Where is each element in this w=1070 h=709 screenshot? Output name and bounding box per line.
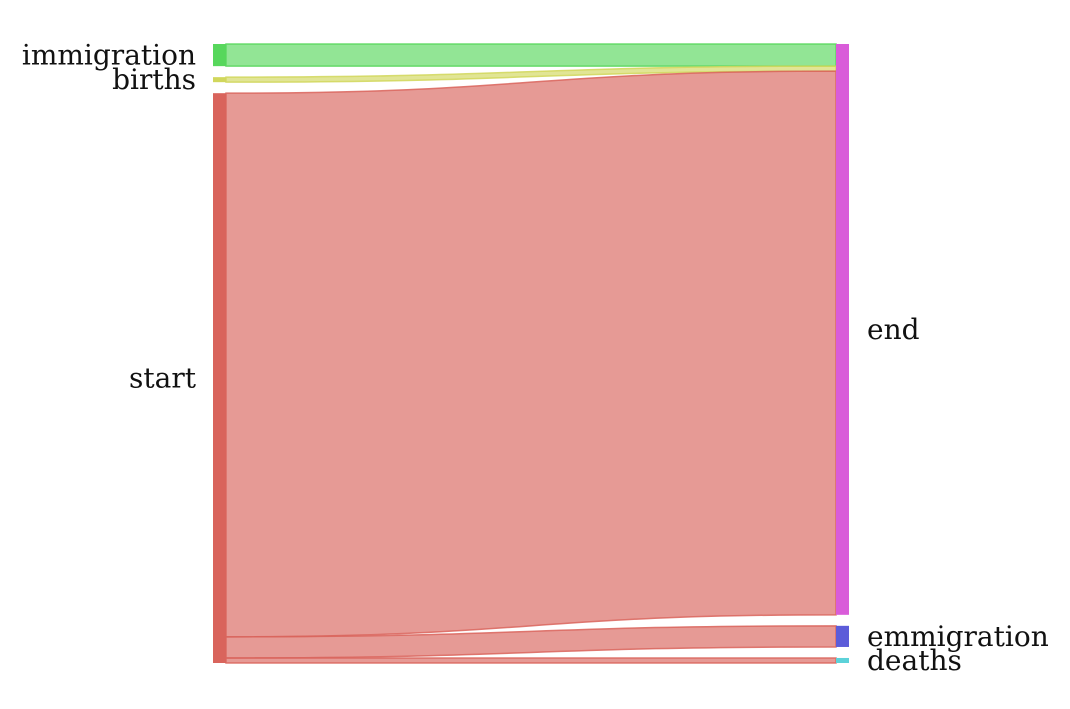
node-label-start: start (129, 362, 197, 395)
node-end (836, 44, 849, 615)
flows-layer (225, 43, 837, 664)
node-births (213, 77, 226, 83)
node-immigration (213, 44, 226, 67)
flow-start-to-deaths (225, 657, 837, 664)
node-label-deaths: deaths (867, 644, 962, 677)
node-label-births: births (112, 63, 196, 96)
nodes-layer (213, 44, 849, 663)
flow-start-to-end (225, 70, 837, 638)
node-label-emmigration: emmigration (867, 620, 1049, 653)
node-label-end: end (867, 313, 920, 346)
node-label-immigration: immigration (22, 39, 196, 72)
node-deaths (836, 657, 849, 663)
node-start (213, 93, 226, 663)
flow-immigration-to-end (225, 43, 837, 67)
node-emmigration (836, 625, 849, 647)
